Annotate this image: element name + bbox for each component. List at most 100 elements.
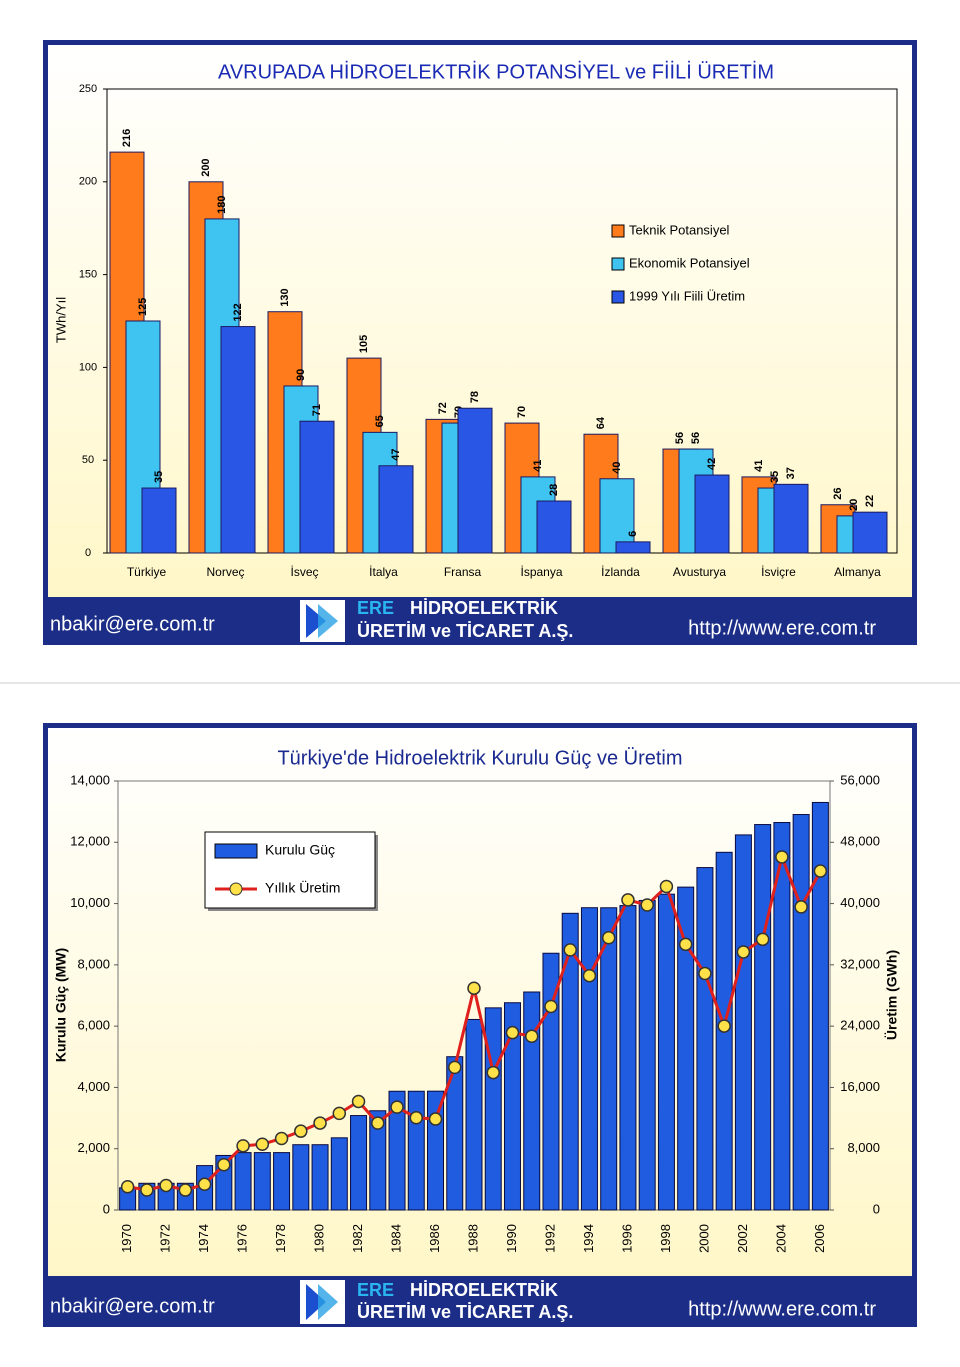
email: nbakir@ere.com.tr [50, 613, 215, 635]
x-tick-label: 1978 [273, 1224, 288, 1253]
value-label: 65 [374, 415, 386, 427]
bar [407, 1090, 425, 1211]
y2-tick-label: 0 [873, 1201, 880, 1216]
y-tick-label: 50 [82, 454, 94, 466]
point [448, 1060, 462, 1075]
bar [542, 952, 560, 1211]
y-tick-label: 250 [79, 83, 97, 95]
value-label: 78 [469, 391, 481, 403]
x-tick-label: 2006 [812, 1224, 827, 1253]
point [467, 981, 481, 995]
y-tick-label: 6,000 [77, 1018, 110, 1033]
y2-tick-label: 40,000 [840, 895, 880, 910]
x-tick-label: Fransa [444, 565, 482, 579]
point [717, 1019, 731, 1033]
y-tick-label: 10,000 [70, 895, 110, 910]
y-axis-label: TWh/Yıl [53, 297, 68, 343]
url: http://www.ere.com.tr [688, 1298, 876, 1320]
value-label: 180 [216, 196, 228, 214]
bar [536, 500, 572, 554]
bar [350, 1115, 368, 1211]
legend-swatch [214, 843, 258, 859]
bar [484, 1007, 502, 1211]
bar [234, 1152, 252, 1211]
value-label: 41 [753, 460, 765, 472]
bar [638, 899, 656, 1211]
bar [465, 1018, 483, 1211]
y-tick-label: 4,000 [77, 1079, 110, 1094]
bar [677, 886, 695, 1211]
value-label: 35 [769, 471, 781, 483]
value-label: 70 [516, 406, 528, 418]
point [140, 1183, 154, 1197]
value-label: 71 [311, 404, 323, 416]
value-label: 64 [595, 416, 607, 429]
bar [273, 1152, 291, 1211]
bar [792, 814, 810, 1211]
legend-label: 1999 Yılı Fiili Üretim [629, 288, 745, 303]
x-tick-label: 1992 [542, 1224, 557, 1253]
bar [773, 483, 809, 554]
point [178, 1183, 193, 1197]
bar [754, 824, 772, 1211]
x-tick-label: 1998 [658, 1224, 673, 1253]
point [486, 1065, 500, 1080]
y2-tick-label: 48,000 [840, 834, 880, 849]
point [678, 937, 693, 952]
x-tick-label: 1984 [388, 1224, 403, 1253]
bar [773, 822, 791, 1211]
y-tick-label: 150 [79, 269, 97, 281]
legend-marker [229, 882, 243, 896]
point [544, 999, 558, 1014]
point [313, 1116, 327, 1130]
x-tick-label: 1982 [350, 1224, 365, 1253]
bar [141, 487, 177, 554]
y-tick-label: 12,000 [70, 834, 110, 849]
bar [580, 907, 598, 1211]
value-label: 200 [200, 158, 212, 176]
point [255, 1137, 270, 1151]
point [524, 1029, 539, 1043]
bar [696, 867, 714, 1211]
legend-label: Ekonomik Potansiyel [629, 255, 750, 270]
point [274, 1131, 289, 1146]
x-tick-label: 2004 [773, 1224, 788, 1253]
value-label: 41 [532, 460, 544, 472]
bar [694, 474, 730, 554]
value-label: 40 [611, 462, 623, 474]
bar [811, 801, 829, 1211]
point [159, 1178, 173, 1193]
y2-tick-label: 16,000 [840, 1079, 880, 1094]
company-line: ÜRETİM ve TİCARET A.Ş. [357, 621, 573, 641]
x-tick-label: Almanya [834, 565, 881, 579]
bar [523, 991, 541, 1211]
y-tick-label: 14,000 [70, 772, 110, 787]
value-label: 26 [832, 487, 844, 499]
bar [253, 1152, 271, 1211]
bar [503, 1002, 521, 1211]
point [294, 1124, 308, 1138]
bar [734, 834, 752, 1211]
chart-title: Türkiye'de Hidroelektrik Kurulu Güç ve Ü… [277, 747, 682, 769]
bar [299, 420, 335, 554]
x-tick-label: 1996 [619, 1224, 634, 1253]
chart-title: AVRUPADA HİDROELEKTRİK POTANSİYEL ve Fİİ… [218, 60, 774, 83]
legend-label: Kurulu Güç [265, 842, 335, 858]
x-tick-label: 1986 [427, 1224, 442, 1253]
x-tick-label: 2002 [735, 1224, 750, 1253]
x-tick-label: İzlanda [601, 565, 640, 579]
value-label: 28 [548, 484, 560, 496]
point [563, 943, 577, 957]
x-tick-label: 1972 [158, 1224, 173, 1253]
value-label: 72 [437, 402, 449, 414]
y2-tick-label: 32,000 [840, 956, 880, 971]
point [659, 879, 674, 894]
x-tick-label: İtalya [369, 565, 398, 579]
value-label: 105 [358, 335, 370, 353]
x-tick-label: 1980 [311, 1224, 326, 1253]
bar [220, 326, 256, 554]
x-tick-label: 1988 [465, 1224, 480, 1253]
point [755, 932, 770, 947]
bar [388, 1090, 406, 1211]
value-label: 122 [232, 303, 244, 321]
